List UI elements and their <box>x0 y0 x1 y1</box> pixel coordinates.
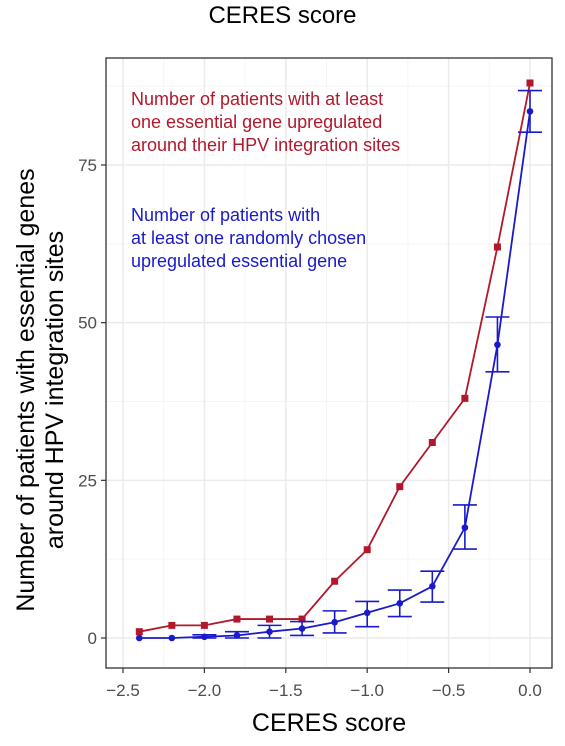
annotation-red: Number of patients with at least one esse… <box>131 89 400 155</box>
annotation-line: Number of patients with <box>131 205 320 225</box>
x-axis-title: CERES score <box>252 709 406 737</box>
y-axis-title-line: around HPV integration sites <box>41 231 69 549</box>
data-point <box>363 546 371 554</box>
data-point <box>396 600 404 607</box>
annotation-line: Number of patients with at least <box>131 89 383 109</box>
data-point <box>266 628 273 635</box>
annotation-line: around their HPV integration sites <box>131 135 400 155</box>
y-tick-label: 0 <box>88 629 97 648</box>
data-point <box>201 633 208 641</box>
top-axis-title: CERES score <box>208 2 357 29</box>
x-tick-label: −2.5 <box>106 681 140 700</box>
y-axis-title: Number of patients with essential genesa… <box>12 168 69 611</box>
data-point <box>493 243 501 251</box>
annotations: Number of patients with at least one esse… <box>131 89 400 271</box>
data-point <box>461 524 469 531</box>
panel-border <box>105 57 553 669</box>
data-point <box>428 438 436 446</box>
data-point <box>298 625 306 632</box>
data-point <box>396 483 404 491</box>
data-point <box>135 628 143 636</box>
data-point <box>331 618 338 626</box>
data-point <box>461 394 469 402</box>
grid <box>106 58 552 668</box>
y-tick-label: 75 <box>78 156 97 175</box>
axes: −2.5 −2.0 −1.5 −1.0 −0.5 0.0 0 25 50 75 CERES scor… <box>12 156 542 737</box>
data-point <box>233 632 241 639</box>
x-tick-label: −1.5 <box>269 681 303 700</box>
data-point <box>168 621 176 629</box>
series-red <box>135 79 534 636</box>
data-point <box>526 108 534 115</box>
data-point <box>331 577 339 585</box>
series-blue <box>135 89 542 642</box>
annotation-line: at least one randomly chosen <box>131 228 366 248</box>
y-axis-title-line: Number of patients with essential genes <box>12 168 40 611</box>
data-point <box>233 615 241 623</box>
data-point <box>135 634 143 642</box>
data-point <box>526 79 534 87</box>
x-tick-label: −0.5 <box>432 681 466 700</box>
data-point <box>363 609 371 617</box>
annotation-blue: Number of patients with at least one rand… <box>131 205 366 271</box>
data-point <box>429 582 436 590</box>
series-layer <box>135 79 542 642</box>
data-point <box>266 615 274 623</box>
annotation-line: upregulated essential gene <box>131 251 347 271</box>
panel-background <box>106 58 552 668</box>
y-tick-label: 25 <box>78 471 97 490</box>
x-tick-label: 0.0 <box>518 681 542 700</box>
data-point <box>494 341 501 349</box>
data-point <box>298 615 306 623</box>
y-tick-label: 50 <box>78 314 97 333</box>
data-point <box>200 621 208 629</box>
annotation-line: one essential gene upregulated <box>131 112 382 132</box>
data-point <box>168 634 176 642</box>
x-tick-label: −2.0 <box>188 681 222 700</box>
x-tick-label: −1.0 <box>350 681 384 700</box>
